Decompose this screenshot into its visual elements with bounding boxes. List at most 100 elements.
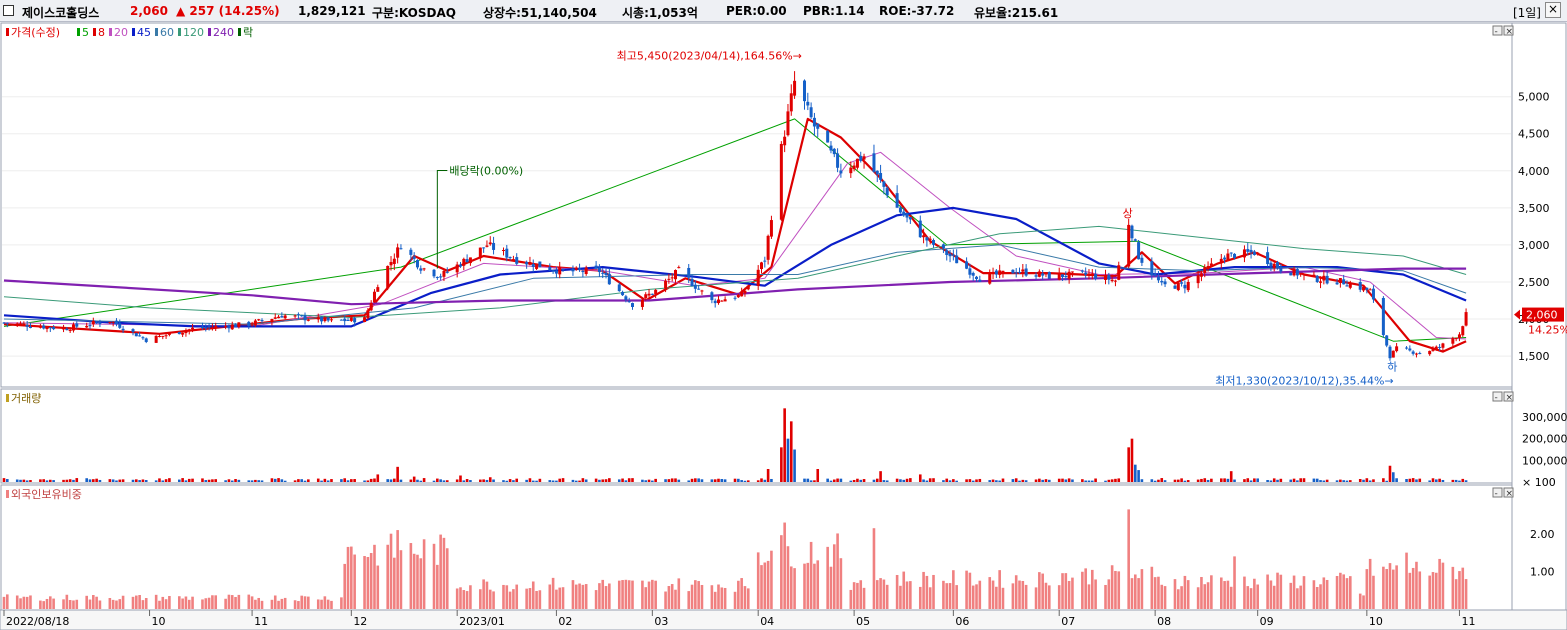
candle-body xyxy=(515,257,519,264)
ma-line-45 xyxy=(3,206,1467,328)
candle-body xyxy=(1133,239,1137,241)
foreign-ratio-bar xyxy=(1196,587,1200,609)
volume-bar xyxy=(52,480,55,482)
foreign-ratio-bar xyxy=(1365,569,1369,609)
period-selector[interactable]: [1일] xyxy=(1512,6,1541,20)
volume-bar xyxy=(740,480,743,482)
candle-body xyxy=(700,290,704,292)
legend-swatch xyxy=(6,28,9,36)
volume-bar xyxy=(849,480,853,482)
candle-body xyxy=(1385,335,1389,346)
candle-body xyxy=(511,259,515,261)
volume-bar xyxy=(108,479,112,482)
volume-bar xyxy=(955,480,958,482)
foreign-ratio-bar xyxy=(1415,561,1418,609)
volume-bar xyxy=(578,480,581,482)
volume-bar xyxy=(257,480,261,482)
foreign-ratio-bar xyxy=(25,596,29,609)
volume-bar xyxy=(505,480,509,482)
legend-swatch xyxy=(93,28,96,36)
foreign-ratio-bar xyxy=(1114,570,1117,609)
candle-body xyxy=(111,321,115,323)
volume-bar xyxy=(687,480,691,482)
close-icon[interactable]: × xyxy=(1545,2,1561,18)
volume-bar xyxy=(1372,479,1375,482)
candle-body xyxy=(1067,271,1071,279)
candle-body xyxy=(1345,285,1349,287)
volume-bar xyxy=(902,479,906,482)
foreign-ratio-bar xyxy=(1382,566,1385,609)
volume-bar xyxy=(515,478,519,482)
foreign-ratio-bar xyxy=(1210,575,1213,609)
foreign-ratio-bar xyxy=(826,546,829,609)
panel-minimize-icon[interactable] xyxy=(1492,487,1503,498)
volume-bar xyxy=(862,479,866,482)
volume-bar xyxy=(250,480,254,482)
volume-bar xyxy=(1431,478,1435,482)
candle-body xyxy=(187,329,191,331)
foreign-ratio-bar xyxy=(627,580,631,609)
volume-bar xyxy=(922,479,925,482)
panel-close-icon[interactable] xyxy=(1503,25,1514,36)
window-menu-box[interactable] xyxy=(3,5,14,16)
candle-body xyxy=(918,220,922,238)
candle-body xyxy=(945,250,949,256)
volume-bar xyxy=(300,479,304,482)
volume-bar xyxy=(6,479,9,482)
candle-body xyxy=(28,327,32,329)
volume-bar xyxy=(1160,478,1164,482)
foreign-ratio-bar xyxy=(995,586,998,609)
volume-bar xyxy=(459,475,462,482)
volume-bar xyxy=(1249,480,1253,482)
volume-bar xyxy=(1173,479,1177,482)
foreign-ratio-bar xyxy=(1441,562,1445,609)
foreign-ratio-bar xyxy=(85,595,88,609)
volume-bar xyxy=(789,421,793,482)
volume-bar xyxy=(538,478,542,482)
volume-bar xyxy=(763,479,767,482)
candle-body xyxy=(415,259,419,268)
foreign-ratio-bar xyxy=(108,597,112,609)
candle-body xyxy=(177,332,181,335)
volume-bar xyxy=(670,478,674,482)
legend-item: 락 xyxy=(243,26,253,39)
foreign-ratio-bar xyxy=(432,543,436,609)
volume-bar xyxy=(168,478,171,482)
candle-body xyxy=(786,111,790,136)
candle-body xyxy=(462,258,466,266)
volume-bar xyxy=(664,479,667,482)
foreign-ratio-bar xyxy=(720,587,724,609)
volume-bar xyxy=(991,479,995,482)
panel-close-icon[interactable] xyxy=(1503,487,1514,498)
volume-bar xyxy=(1219,478,1223,482)
volume-bar xyxy=(465,479,469,482)
volume-bar xyxy=(1233,479,1236,482)
volume-bar xyxy=(508,479,512,482)
volume-bar xyxy=(42,479,45,482)
candle-body xyxy=(875,170,879,175)
panel-close-icon[interactable] xyxy=(1503,391,1514,402)
volume-bar xyxy=(594,478,598,482)
foreign-ratio-bar xyxy=(1001,587,1005,609)
candle-body xyxy=(247,321,251,327)
candle-body xyxy=(760,262,764,270)
volume-tick-label: 300,000 xyxy=(1522,411,1567,424)
foreign-ratio-bar xyxy=(2,596,6,609)
foreign-ratio-bar xyxy=(694,580,697,609)
panel-minimize-icon[interactable] xyxy=(1492,25,1503,36)
volume-bar xyxy=(432,480,436,482)
foreign-ratio-bar xyxy=(207,597,211,609)
candle-body xyxy=(1322,275,1326,281)
candle-body xyxy=(422,268,426,270)
foreign-ratio-bar xyxy=(211,595,214,609)
volume-bar xyxy=(1104,480,1107,482)
candle-body xyxy=(75,323,79,327)
foreign-ratio-bar xyxy=(932,574,935,609)
candle-body xyxy=(1335,282,1339,285)
candle-body xyxy=(1342,279,1346,285)
volume-bar xyxy=(297,479,300,482)
candle-body xyxy=(1180,282,1184,284)
volume-bar xyxy=(829,480,833,482)
volume-bar xyxy=(690,478,694,482)
panel-minimize-icon[interactable] xyxy=(1492,391,1503,402)
